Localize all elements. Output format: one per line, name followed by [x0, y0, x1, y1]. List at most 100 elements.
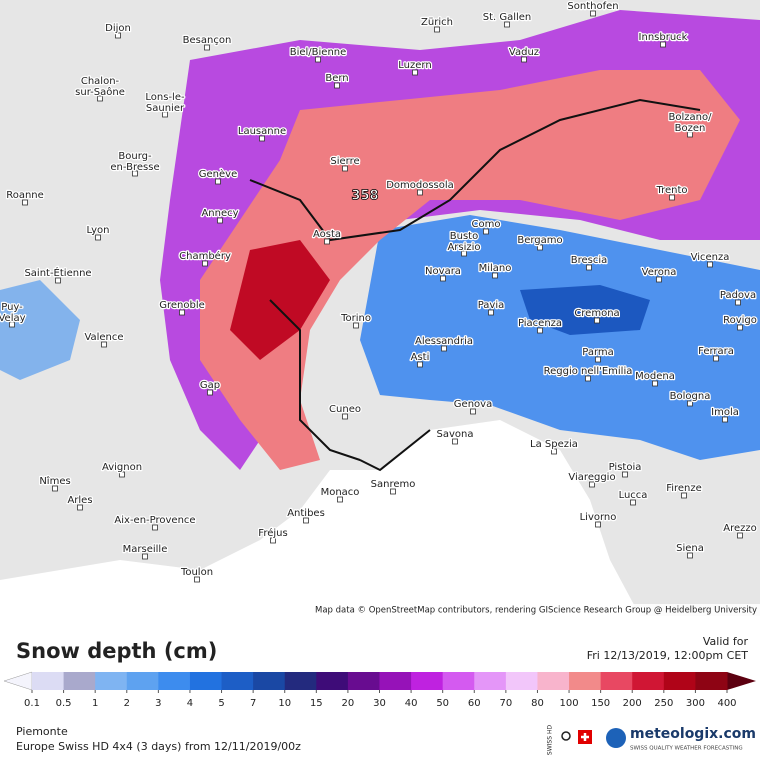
city-label: Luzern [398, 60, 431, 71]
city-label: Monaco [321, 487, 360, 498]
legend-swatch [347, 672, 380, 690]
legend-swatch [411, 672, 444, 690]
city-dot [162, 111, 168, 118]
city-label: St. Gallen [483, 12, 532, 23]
city-dot [259, 135, 265, 142]
city-dot [142, 553, 148, 560]
city-label: en-Bresse [110, 162, 159, 173]
city-dot [55, 277, 61, 284]
city-label: Brescia [571, 255, 608, 266]
city-dot [537, 244, 543, 251]
city-dot [595, 521, 601, 528]
city-dot [22, 199, 28, 206]
city-dot [315, 56, 321, 63]
city-label: Sonthofen [567, 1, 618, 12]
legend-tick-label: 80 [531, 698, 544, 709]
city-label: Domodossola [386, 180, 454, 191]
legend-swatch [569, 672, 602, 690]
city-dot [737, 324, 743, 331]
city-label: Lausanne [238, 126, 286, 137]
brand: meteologix.com [630, 726, 756, 742]
city-dot [179, 309, 185, 316]
city-label: Velay [0, 313, 26, 324]
legend-tick-label: 60 [468, 698, 481, 709]
legend-tick-label: 15 [310, 698, 323, 709]
city-dot [551, 448, 557, 455]
city-label: Besançon [183, 35, 232, 46]
city-label: Aosta [313, 229, 341, 240]
legend-tick-label: 250 [654, 698, 673, 709]
city-dot [492, 272, 498, 279]
city-label: Marseille [123, 544, 168, 555]
legend-swatch [95, 672, 128, 690]
city-label: Puy- [1, 302, 23, 313]
city-dot [52, 485, 58, 492]
city-label: Livorno [580, 512, 617, 523]
snow-peak [230, 240, 330, 360]
snow-po [360, 215, 760, 460]
sea [0, 420, 640, 616]
city-label: Chalon- [81, 76, 120, 87]
city-label: Avignon [102, 462, 142, 473]
city-label: Lyon [86, 225, 109, 236]
city-dot [303, 517, 309, 524]
city-label: Aix-en-Provence [114, 515, 195, 526]
city-label: Genova [454, 399, 492, 410]
legend-tick-label: 3 [155, 698, 161, 709]
legend-swatch [600, 672, 633, 690]
city-label: Lons-le- [145, 92, 185, 103]
city-dot [342, 413, 348, 420]
city-dot [595, 356, 601, 363]
city-dot [585, 375, 591, 382]
city-label: Bern [325, 73, 348, 84]
city-dot [217, 217, 223, 224]
city-dot [434, 26, 440, 33]
city-label: Trento [655, 185, 687, 196]
city-dot [77, 504, 83, 511]
city-label: Bergamo [517, 235, 562, 246]
city-label: Pavia [478, 300, 505, 311]
city-dot [215, 178, 221, 185]
city-label: Firenze [666, 483, 702, 494]
city-dot [669, 194, 675, 201]
city-dot [334, 82, 340, 89]
city-label: Asti [411, 352, 430, 363]
city-dot [337, 496, 343, 503]
border [249, 98, 701, 472]
city-dot [722, 416, 728, 423]
city-dot [488, 309, 494, 316]
city-dot [687, 400, 693, 407]
city-label: Torino [340, 313, 371, 324]
colorbar: 0.1 0.5 1 2 3 4 5 7 10 15 20 30 40 50 60 70 80 100 150 200 2… [3, 671, 756, 709]
city-dot [461, 250, 467, 257]
city-label: Valence [84, 332, 123, 343]
city-label: Biel/Bienne [290, 47, 347, 58]
city-label: Imola [711, 407, 739, 418]
city-label: Piacenza [518, 318, 562, 329]
city-label: Chambéry [179, 250, 231, 262]
city-dot [707, 261, 713, 268]
legend-tick-label: 0.5 [56, 698, 72, 709]
city-dot [417, 361, 423, 368]
legend-tick-label: 7 [250, 698, 256, 709]
legend-swatch [632, 672, 665, 690]
legend-tick-label: 150 [591, 698, 610, 709]
city-dot [504, 21, 510, 28]
legend-swatch [537, 672, 570, 690]
legend-tick-label: 1 [92, 698, 98, 709]
legend-swatch [695, 672, 728, 690]
city-dot [737, 532, 743, 539]
legend-swatch [63, 672, 96, 690]
city-label: Alessandria [415, 336, 473, 347]
swiss-cross [581, 733, 589, 741]
valid-time: Fri 12/13/2019, 12:00pm CET [587, 649, 749, 662]
legend-tick-label: 5 [218, 698, 224, 709]
city-label: Vaduz [509, 47, 539, 58]
attribution-bg [336, 604, 760, 616]
city-dot [452, 438, 458, 445]
city-dot [656, 276, 662, 283]
city-dot [324, 238, 330, 245]
legend-tick-label: 20 [342, 698, 355, 709]
snow-alps [200, 70, 740, 470]
